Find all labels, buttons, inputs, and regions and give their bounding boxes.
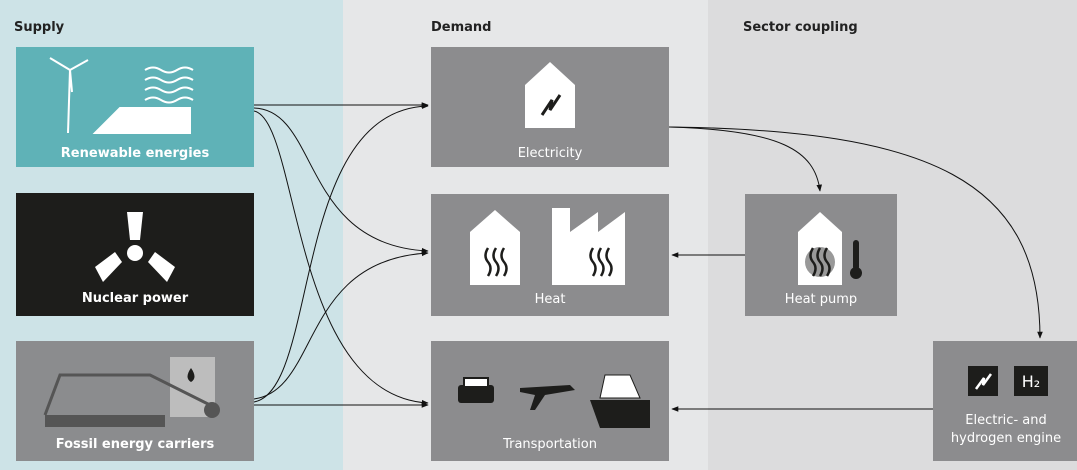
heat-pump-icon	[850, 267, 862, 279]
node-label: Renewable energies	[61, 146, 210, 161]
node-label: Heat pump	[785, 292, 857, 307]
column-header: Sector coupling	[743, 20, 858, 35]
node-label: Nuclear power	[82, 291, 189, 306]
transport-icon	[590, 400, 650, 428]
node-label: Fossil energy carriers	[56, 437, 215, 452]
node-label: Electric- and	[965, 413, 1046, 428]
node-label: Transportation	[502, 437, 597, 452]
node-label: Heat	[535, 292, 566, 307]
heat-pump-icon	[853, 240, 859, 270]
column-header: Supply	[14, 20, 65, 35]
engine-icon-text: H₂	[1022, 372, 1040, 391]
column-header: Demand	[431, 20, 492, 35]
node-label: Electricity	[518, 146, 583, 161]
node-label: hydrogen engine	[951, 431, 1061, 446]
diagram: Supply Demand Sector coupling Renewable …	[0, 0, 1077, 470]
